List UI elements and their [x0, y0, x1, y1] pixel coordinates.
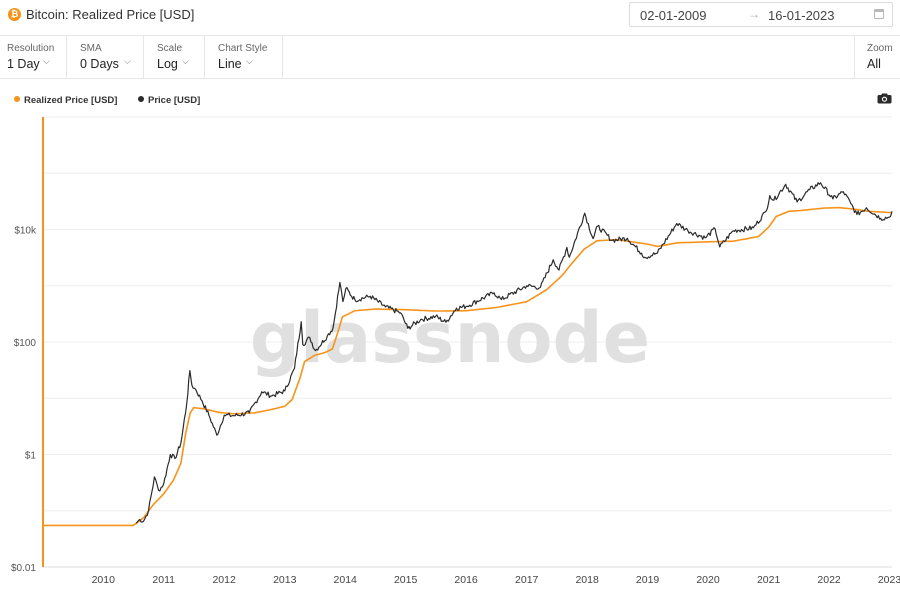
date-end-input[interactable]: 16-01-2023	[768, 8, 835, 23]
x-tick-label: 2014	[334, 574, 358, 586]
legend-item-price[interactable]: Price [USD]	[138, 95, 200, 106]
scale-value: Log	[157, 57, 178, 71]
x-tick-label: 2013	[273, 574, 297, 586]
x-tick-label: 2015	[394, 574, 418, 586]
legend-label-price: Price [USD]	[148, 95, 201, 106]
sma-value: 0 Days	[80, 57, 119, 71]
scale-select[interactable]: Scale Log ⌵	[144, 36, 205, 78]
legend-label-realized: Realized Price [USD]	[24, 95, 118, 106]
y-tick-label: $10k	[14, 226, 37, 237]
x-tick-label: 2023	[878, 574, 900, 586]
resolution-label: Resolution	[7, 43, 55, 54]
resolution-select[interactable]: Resolution 1 Day ⌵	[0, 36, 67, 78]
chevron-down-icon: ⌵	[124, 56, 131, 66]
bitcoin-icon: ₿	[8, 8, 21, 21]
chart-style-select[interactable]: Chart Style Line ⌵	[205, 36, 283, 78]
page-title: Bitcoin: Realized Price [USD]	[26, 7, 195, 22]
series-line-price[interactable]	[135, 182, 893, 524]
series-line-realized-price[interactable]	[43, 206, 893, 527]
chevron-down-icon: ⌵	[43, 56, 50, 66]
chart-style-label: Chart Style	[218, 43, 268, 54]
x-tick-label: 2022	[817, 574, 841, 586]
zoom-label: Zoom	[867, 43, 893, 54]
chart-toolbar: Resolution 1 Day ⌵ SMA 0 Days ⌵ Scale Lo…	[0, 36, 900, 79]
x-tick-label: 2019	[636, 574, 660, 586]
x-tick-label: 2016	[454, 574, 478, 586]
sma-select[interactable]: SMA 0 Days ⌵	[67, 36, 144, 78]
legend-swatch-realized	[14, 96, 20, 102]
y-tick-label: $0.01	[11, 563, 36, 574]
chevron-down-icon: ⌵	[182, 56, 189, 66]
x-tick-label: 2021	[757, 574, 781, 586]
y-tick-label: $1	[25, 451, 37, 462]
chevron-down-icon: ⌵	[246, 56, 253, 66]
x-tick-label: 2010	[92, 574, 116, 586]
header-bar: ₿ Bitcoin: Realized Price [USD] 02-01-20…	[0, 0, 900, 36]
arrow-right-icon: →	[748, 7, 760, 21]
x-tick-label: 2018	[575, 574, 599, 586]
sma-label: SMA	[80, 43, 102, 54]
calendar-icon[interactable]	[874, 9, 884, 19]
y-tick-label: $100	[14, 338, 37, 349]
x-tick-label: 2012	[212, 574, 236, 586]
zoom-value: All	[867, 57, 881, 71]
chart-style-value: Line	[218, 57, 242, 71]
camera-icon[interactable]	[877, 93, 892, 104]
scale-label: Scale	[157, 43, 183, 54]
resolution-value: 1 Day	[7, 57, 40, 71]
date-range-picker[interactable]: 02-01-2009 → 16-01-2023	[629, 2, 893, 27]
date-start-input[interactable]: 02-01-2009	[640, 8, 707, 23]
legend-swatch-price	[138, 96, 144, 102]
x-tick-label: 2020	[696, 574, 720, 586]
zoom-select[interactable]: Zoom All	[854, 36, 900, 78]
x-tick-label: 2017	[515, 574, 539, 586]
x-tick-label: 2011	[152, 574, 175, 586]
legend-item-realized-price[interactable]: Realized Price [USD]	[14, 95, 117, 106]
